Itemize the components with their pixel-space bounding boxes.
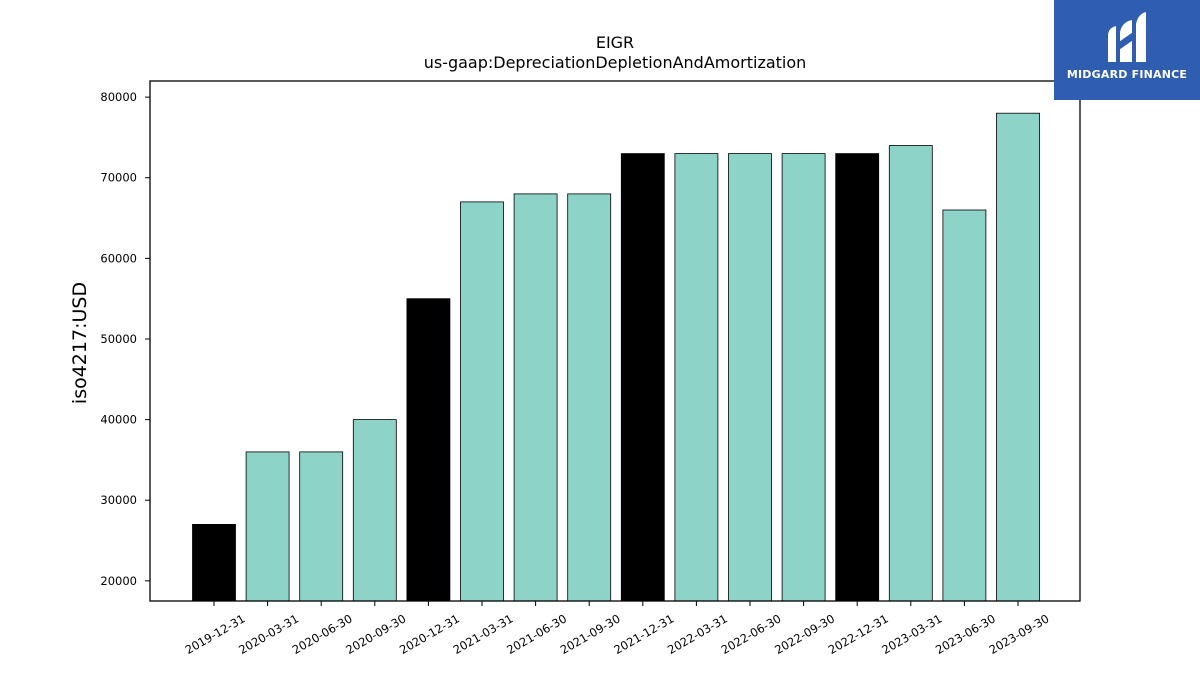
x-tick-label: 2019-12-31 bbox=[183, 611, 248, 657]
bar-2023-03-31 bbox=[888, 145, 933, 602]
midgard-logo-icon bbox=[1108, 12, 1146, 62]
bar-2020-12-31 bbox=[406, 298, 451, 602]
x-tick-label: 2022-12-31 bbox=[826, 611, 891, 657]
x-tick-label: 2023-09-30 bbox=[987, 611, 1052, 657]
bar-2023-09-30 bbox=[996, 112, 1040, 602]
bar-2022-06-30 bbox=[728, 153, 772, 602]
x-tick-label: 2021-06-30 bbox=[504, 611, 569, 657]
bar-2019-12-31 bbox=[192, 524, 236, 602]
bar-2022-09-30 bbox=[781, 153, 826, 602]
bar-2022-03-31 bbox=[674, 153, 719, 602]
y-tick-label: 30000 bbox=[100, 493, 137, 507]
logo-text: MIDGARD FINANCE bbox=[1066, 68, 1188, 81]
y-tick-label: 80000 bbox=[100, 90, 137, 104]
bar-2021-03-31 bbox=[460, 201, 504, 602]
bar-2021-06-30 bbox=[513, 193, 558, 602]
brand-logo: MIDGARD FINANCE bbox=[1054, 0, 1200, 100]
bar-2022-12-31 bbox=[835, 153, 880, 602]
x-tick-label: 2020-06-30 bbox=[290, 611, 355, 657]
x-tick-label: 2021-03-31 bbox=[451, 611, 516, 657]
x-tick-label: 2022-03-31 bbox=[665, 611, 730, 657]
y-tick-label: 60000 bbox=[100, 251, 137, 265]
bar-2021-09-30 bbox=[567, 193, 612, 602]
chart-subtitle: us-gaap:DepreciationDepletionAndAmortiza… bbox=[424, 53, 807, 72]
x-tick-label: 2022-09-30 bbox=[772, 611, 837, 657]
y-tick-label: 50000 bbox=[100, 332, 137, 346]
y-axis-ticks: 20000 30000 40000 50000 60000 70000 80000 bbox=[100, 90, 150, 588]
bar-2020-06-30 bbox=[299, 451, 344, 602]
bars bbox=[192, 112, 1040, 602]
y-tick-label: 20000 bbox=[100, 574, 137, 588]
x-tick-label: 2020-03-31 bbox=[236, 611, 301, 657]
y-tick-label: 40000 bbox=[100, 413, 137, 427]
bar-2021-12-31 bbox=[620, 153, 665, 602]
x-tick-label: 2022-06-30 bbox=[719, 611, 784, 657]
chart-title: EIGR bbox=[596, 33, 634, 52]
x-tick-label: 2020-09-30 bbox=[343, 611, 408, 657]
x-tick-label: 2023-03-31 bbox=[879, 611, 944, 657]
x-tick-label: 2021-09-30 bbox=[558, 611, 623, 657]
y-tick-label: 70000 bbox=[100, 171, 137, 185]
y-axis-label: iso4217:USD bbox=[69, 282, 91, 404]
x-tick-label: 2020-12-31 bbox=[397, 611, 462, 657]
plot-frame bbox=[149, 80, 1081, 602]
x-tick-label: 2021-12-31 bbox=[611, 611, 676, 657]
bar-2023-06-30 bbox=[942, 209, 987, 602]
x-tick-label: 2023-06-30 bbox=[933, 611, 998, 657]
x-axis-ticks: 2019-12-312020-03-312020-06-302020-09-30… bbox=[183, 601, 1052, 657]
bar-2020-09-30 bbox=[352, 419, 397, 602]
bar-2020-03-31 bbox=[245, 451, 290, 602]
